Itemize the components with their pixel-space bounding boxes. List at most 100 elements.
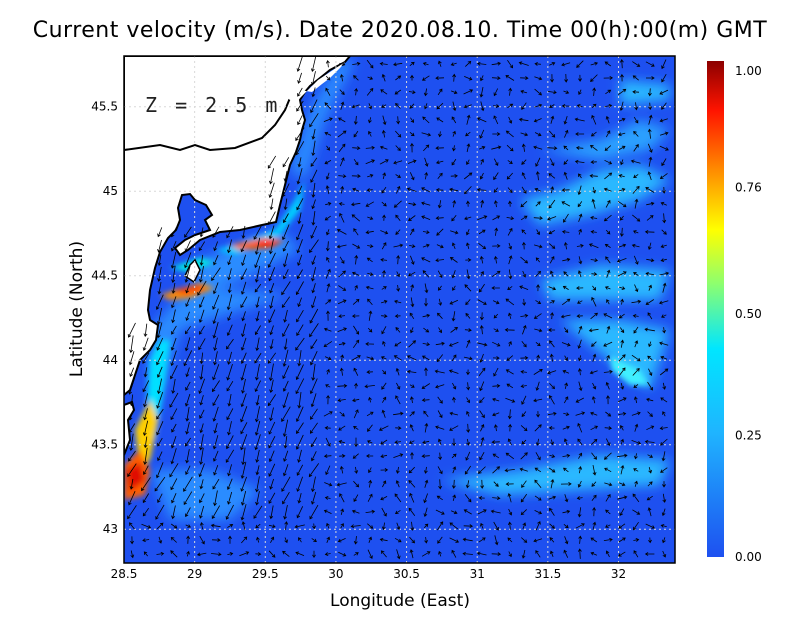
velocity-arrow xyxy=(550,478,555,489)
velocity-arrow xyxy=(226,338,234,350)
velocity-arrow xyxy=(324,215,331,221)
velocity-arrow xyxy=(254,252,262,269)
velocity-arrow xyxy=(408,90,416,95)
velocity-arrow xyxy=(422,116,430,124)
velocity-arrow xyxy=(241,254,247,267)
velocity-arrow xyxy=(240,434,248,451)
velocity-arrow xyxy=(578,256,583,265)
velocity-arrow xyxy=(311,363,316,381)
velocity-arrow xyxy=(448,369,459,374)
velocity-arrow xyxy=(534,328,543,333)
velocity-arrow xyxy=(339,73,344,82)
velocity-arrow xyxy=(632,367,640,376)
velocity-arrow xyxy=(199,364,204,380)
velocity-arrow xyxy=(240,393,247,408)
velocity-arrow xyxy=(466,339,471,348)
velocity-arrow xyxy=(339,411,345,417)
velocity-arrow xyxy=(156,408,164,420)
velocity-arrow xyxy=(661,229,667,235)
velocity-arrow xyxy=(535,157,541,167)
velocity-arrow xyxy=(618,313,625,319)
velocity-arrow xyxy=(605,550,610,558)
velocity-arrow xyxy=(519,285,529,290)
velocity-arrow xyxy=(326,522,330,529)
velocity-arrow xyxy=(466,159,470,165)
velocity-arrow xyxy=(603,537,613,542)
velocity-arrow xyxy=(366,257,373,263)
depth-label: Z = 2.5 m xyxy=(145,93,280,117)
velocity-arrow xyxy=(505,298,515,306)
velocity-arrow xyxy=(156,391,164,409)
velocity-arrow xyxy=(479,312,484,321)
velocity-arrow xyxy=(578,213,583,222)
velocity-arrow xyxy=(464,284,472,292)
y-tick-label: 43 xyxy=(103,522,118,536)
velocity-arrow xyxy=(661,158,667,167)
velocity-arrow xyxy=(563,213,569,223)
velocity-arrow xyxy=(240,476,247,492)
velocity-arrow xyxy=(493,88,499,97)
velocity-arrow xyxy=(506,383,514,389)
y-tick-label: 45 xyxy=(103,184,118,198)
velocity-arrow xyxy=(353,409,359,419)
velocity-arrow xyxy=(634,340,639,348)
velocity-arrow xyxy=(506,172,513,180)
velocity-arrow xyxy=(394,510,401,515)
velocity-arrow xyxy=(295,127,305,142)
velocity-arrow xyxy=(338,143,346,153)
velocity-arrow xyxy=(409,549,414,559)
velocity-arrow xyxy=(158,536,163,544)
velocity-arrow xyxy=(311,255,316,266)
velocity-arrow xyxy=(211,538,221,543)
velocity-arrow xyxy=(156,351,164,366)
velocity-arrow xyxy=(632,509,641,515)
velocity-arrow xyxy=(478,496,485,500)
velocity-arrow xyxy=(449,187,459,192)
velocity-arrow xyxy=(297,115,303,126)
velocity-arrow xyxy=(647,242,652,251)
velocity-arrow xyxy=(563,241,568,250)
velocity-arrow xyxy=(409,424,414,432)
velocity-arrow xyxy=(367,440,373,444)
velocity-arrow xyxy=(380,230,389,235)
velocity-arrow xyxy=(491,61,502,66)
velocity-arrow xyxy=(128,491,136,506)
velocity-arrow xyxy=(211,267,221,282)
velocity-arrow xyxy=(283,269,289,280)
velocity-arrow xyxy=(340,101,345,110)
velocity-arrow xyxy=(170,337,177,351)
velocity-arrow xyxy=(476,61,487,66)
velocity-arrow xyxy=(550,74,554,83)
velocity-arrow xyxy=(297,72,302,84)
velocity-arrow xyxy=(129,478,134,490)
velocity-arrow xyxy=(534,132,542,137)
velocity-arrow xyxy=(507,492,512,503)
velocity-arrow xyxy=(661,508,666,517)
velocity-arrow xyxy=(198,338,206,351)
velocity-arrow xyxy=(395,229,401,235)
velocity-arrow xyxy=(267,394,277,407)
velocity-arrow xyxy=(171,265,176,284)
velocity-arrow xyxy=(254,325,261,336)
velocity-arrow xyxy=(521,537,528,543)
velocity-arrow xyxy=(142,380,150,393)
velocity-arrow xyxy=(576,496,583,500)
x-tick-label: 29 xyxy=(187,567,202,581)
velocity-arrow xyxy=(128,377,135,395)
velocity-arrow xyxy=(184,240,191,253)
velocity-arrow xyxy=(240,461,247,479)
velocity-arrow xyxy=(199,352,204,365)
velocity-arrow xyxy=(171,240,177,252)
velocity-arrow xyxy=(381,382,387,390)
velocity-arrow xyxy=(354,437,358,448)
velocity-arrow xyxy=(577,300,583,304)
velocity-arrow xyxy=(592,285,597,291)
velocity-arrow xyxy=(561,104,570,108)
velocity-arrow xyxy=(226,226,234,239)
velocity-arrow xyxy=(396,284,401,292)
velocity-arrow xyxy=(227,552,234,556)
velocity-arrow xyxy=(574,117,585,122)
velocity-arrow xyxy=(577,185,582,196)
velocity-arrow xyxy=(212,294,220,310)
velocity-arrow xyxy=(269,198,274,211)
